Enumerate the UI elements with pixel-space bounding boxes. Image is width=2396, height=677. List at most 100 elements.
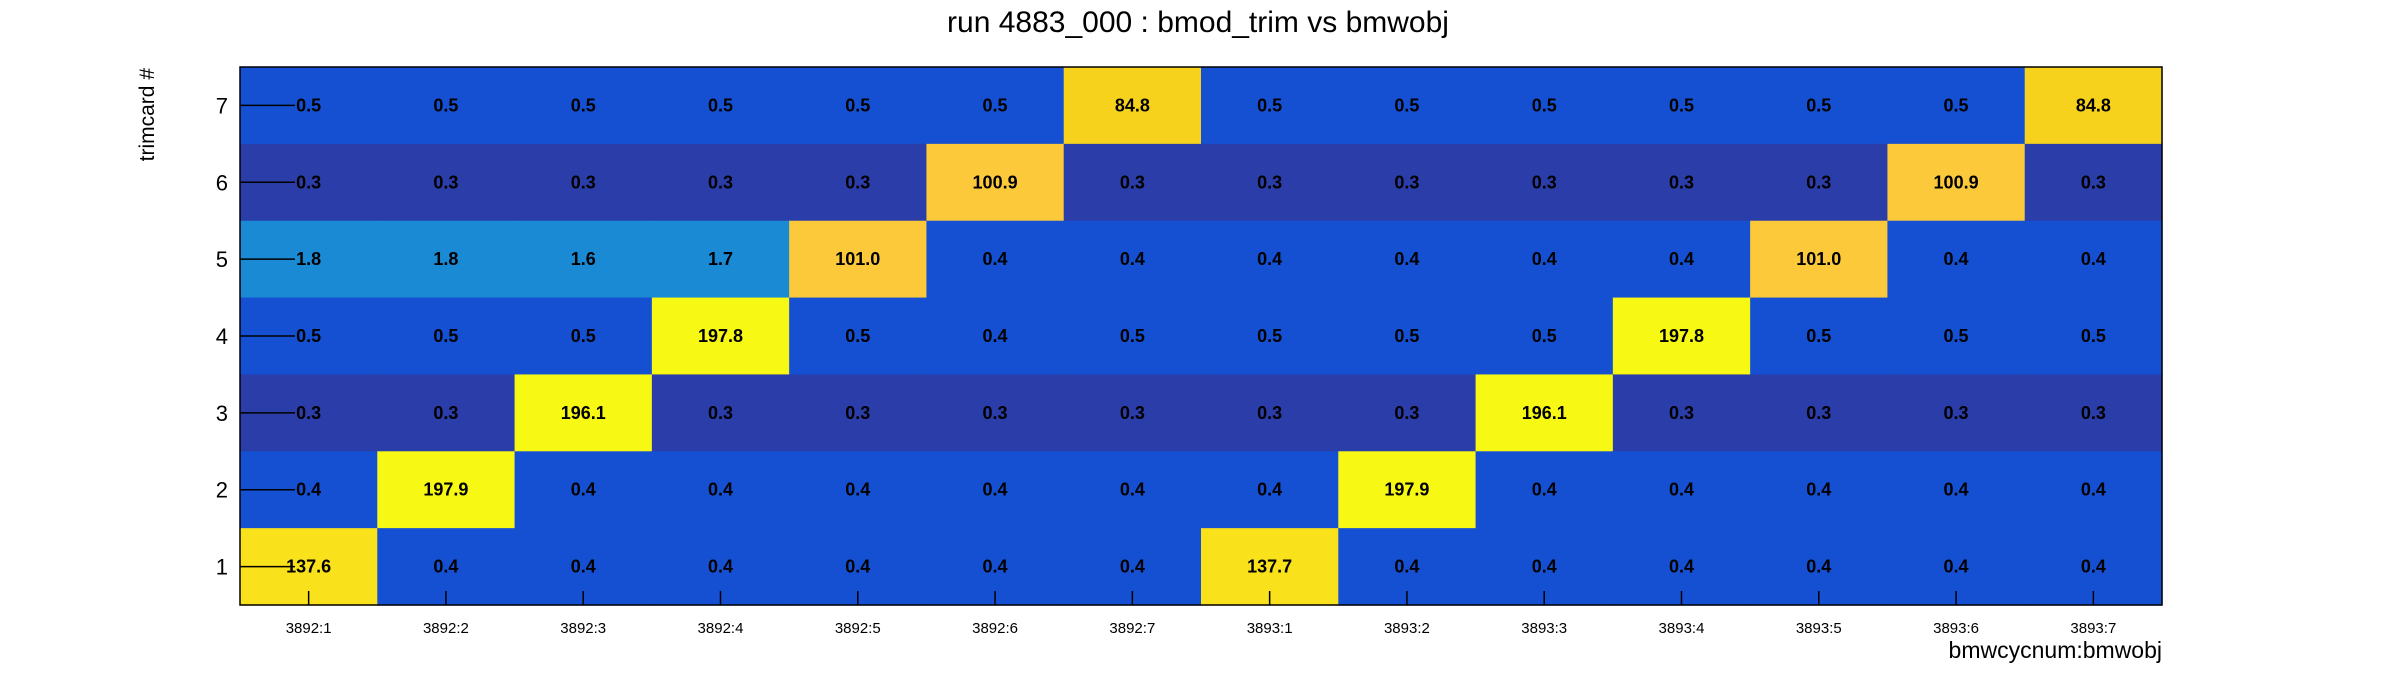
x-tick-label: 3893:7 bbox=[2070, 620, 2116, 637]
heatmap-cell bbox=[926, 220, 1065, 299]
cells-layer bbox=[240, 67, 2163, 606]
heatmap-cell bbox=[1612, 220, 1751, 299]
heatmap-cell bbox=[1063, 297, 1202, 376]
cell-value-label: 0.5 bbox=[1257, 326, 1282, 346]
heatmap-cell bbox=[377, 67, 516, 145]
cell-value-label: 137.6 bbox=[286, 557, 331, 577]
heatmap-cell bbox=[651, 67, 790, 145]
heatmap-cell bbox=[789, 451, 928, 529]
cell-value-label: 0.4 bbox=[1532, 480, 1557, 500]
cell-value-label: 0.5 bbox=[1120, 326, 1145, 346]
cell-value-label: 0.5 bbox=[1394, 95, 1419, 115]
heatmap-cell bbox=[1612, 451, 1751, 529]
cell-value-label: 0.4 bbox=[708, 480, 733, 500]
heatmap-cell bbox=[377, 297, 516, 376]
cell-value-label: 0.3 bbox=[708, 403, 733, 423]
cell-value-label: 0.4 bbox=[571, 480, 596, 500]
heatmap-cell bbox=[1612, 67, 1751, 145]
heatmap-cell bbox=[1063, 220, 1202, 299]
heatmap-cell bbox=[789, 67, 928, 145]
cell-value-label: 0.5 bbox=[1532, 95, 1557, 115]
y-tick-label: 4 bbox=[216, 324, 228, 349]
heatmap-cell bbox=[1887, 220, 2026, 299]
cell-value-label: 0.4 bbox=[2081, 480, 2106, 500]
heatmap-cell bbox=[789, 220, 928, 299]
heatmap-cell bbox=[2024, 67, 2163, 145]
cell-value-label: 0.3 bbox=[1532, 172, 1557, 192]
heatmap-cell bbox=[1338, 67, 1477, 145]
x-tick-label: 3893:5 bbox=[1796, 620, 1842, 637]
cell-value-label: 0.4 bbox=[296, 480, 321, 500]
heatmap-cell bbox=[1750, 220, 1889, 299]
heatmap-cell bbox=[789, 374, 928, 452]
cell-value-label: 0.4 bbox=[1669, 557, 1694, 577]
heatmap-cell bbox=[1612, 143, 1751, 222]
chart-title: run 4883_000 : bmod_trim vs bmwobj bbox=[947, 6, 1449, 39]
heatmap-cell bbox=[2024, 297, 2163, 376]
heatmap-cell bbox=[1887, 297, 2026, 376]
cell-value-label: 0.3 bbox=[433, 403, 458, 423]
cell-value-label: 0.4 bbox=[983, 480, 1008, 500]
y-tick-label: 5 bbox=[216, 247, 228, 272]
cell-value-label: 0.3 bbox=[1257, 403, 1282, 423]
cell-value-label: 196.1 bbox=[561, 403, 606, 423]
cell-value-label: 0.4 bbox=[1120, 480, 1145, 500]
heatmap-cell bbox=[1201, 374, 1339, 452]
cell-value-label: 0.4 bbox=[1394, 557, 1419, 577]
cell-value-label: 0.3 bbox=[708, 172, 733, 192]
cell-value-label: 101.0 bbox=[835, 249, 880, 269]
heatmap-cell bbox=[926, 451, 1065, 529]
x-tick-label: 3892:3 bbox=[560, 620, 606, 637]
x-axis-label: bmwcycnum:bmwobj bbox=[1949, 637, 2162, 663]
cell-value-label: 0.3 bbox=[1806, 403, 1831, 423]
cell-value-label: 196.1 bbox=[1522, 403, 1567, 423]
cell-value-label: 0.5 bbox=[296, 326, 321, 346]
x-tick-label: 3893:3 bbox=[1521, 620, 1567, 637]
heatmap-cell bbox=[514, 297, 653, 376]
cell-value-label: 0.3 bbox=[1394, 403, 1419, 423]
cell-value-label: 0.5 bbox=[1944, 95, 1969, 115]
x-tick-label: 3892:7 bbox=[1109, 620, 1155, 637]
heatmap-cell bbox=[1887, 451, 2026, 529]
x-tick-label: 3892:2 bbox=[423, 620, 469, 637]
cell-value-label: 0.3 bbox=[571, 172, 596, 192]
cell-value-label: 0.3 bbox=[845, 172, 870, 192]
heatmap-cell bbox=[514, 67, 653, 145]
cell-value-label: 0.4 bbox=[1669, 480, 1694, 500]
heatmap-cell bbox=[1887, 143, 2026, 222]
cell-value-label: 1.7 bbox=[708, 249, 733, 269]
heatmap-cell bbox=[926, 297, 1065, 376]
cell-value-label: 0.5 bbox=[1257, 95, 1282, 115]
heatmap-cell bbox=[1750, 297, 1889, 376]
cell-value-label: 0.4 bbox=[1257, 480, 1282, 500]
x-tick-label: 3892:1 bbox=[286, 620, 332, 637]
heatmap-cell bbox=[1475, 143, 1614, 222]
heatmap-cell bbox=[1063, 451, 1202, 529]
cell-value-label: 0.4 bbox=[1257, 249, 1282, 269]
cell-value-label: 0.4 bbox=[845, 557, 870, 577]
cell-value-label: 0.4 bbox=[1944, 557, 1969, 577]
heatmap-cell bbox=[1887, 67, 2026, 145]
x-tick-label: 3893:1 bbox=[1247, 620, 1293, 637]
cell-value-label: 0.5 bbox=[1806, 326, 1831, 346]
cell-value-label: 0.5 bbox=[433, 95, 458, 115]
cell-value-label: 0.3 bbox=[1806, 172, 1831, 192]
cell-value-label: 0.5 bbox=[845, 95, 870, 115]
heatmap-cell bbox=[926, 374, 1065, 452]
heatmap-cell bbox=[2024, 220, 2163, 299]
cell-value-label: 101.0 bbox=[1796, 249, 1841, 269]
cell-value-label: 0.4 bbox=[983, 557, 1008, 577]
y-tick-label: 2 bbox=[216, 478, 228, 503]
heatmap-cell bbox=[514, 143, 653, 222]
heatmap-cell bbox=[1750, 143, 1889, 222]
heatmap-cell bbox=[651, 451, 790, 529]
y-tick-label: 1 bbox=[216, 555, 228, 580]
heatmap-cell bbox=[1201, 143, 1339, 222]
cell-value-label: 197.8 bbox=[1659, 326, 1704, 346]
cell-value-label: 0.4 bbox=[708, 557, 733, 577]
heatmap-cell bbox=[1201, 297, 1339, 376]
cell-value-label: 0.4 bbox=[1532, 249, 1557, 269]
cell-value-label: 0.5 bbox=[296, 95, 321, 115]
heatmap-cell bbox=[1201, 220, 1339, 299]
cell-value-label: 0.5 bbox=[1806, 95, 1831, 115]
